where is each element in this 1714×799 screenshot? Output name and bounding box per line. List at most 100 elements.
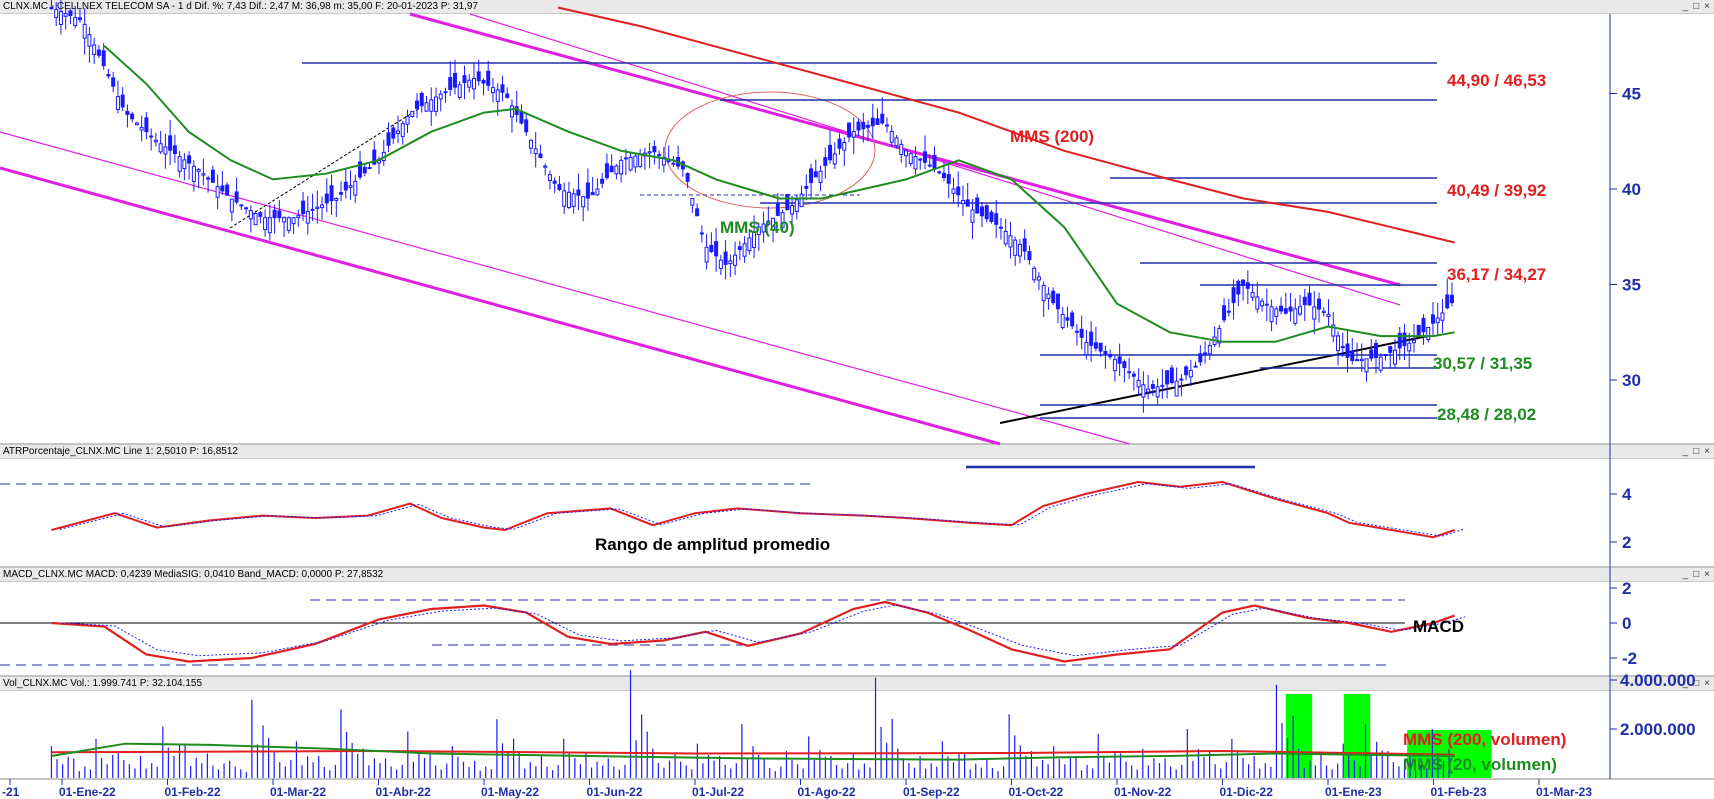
candle-body: [695, 208, 700, 217]
candle: [481, 78, 486, 96]
candle-body: [547, 174, 552, 182]
candle: [1435, 302, 1440, 336]
candle: [77, 9, 82, 23]
candle: [1449, 282, 1454, 307]
candle-body: [880, 113, 885, 124]
candle: [1070, 310, 1075, 330]
candle: [509, 99, 514, 133]
candle: [282, 216, 287, 238]
candle-body: [291, 217, 296, 225]
candle: [1122, 359, 1127, 383]
candle: [666, 145, 671, 164]
candle: [1036, 272, 1041, 291]
candle: [505, 87, 510, 99]
candle-body: [652, 145, 657, 153]
date-tick-label: 01-Sep-22: [903, 785, 960, 799]
candle-body: [1274, 308, 1279, 318]
date-tick-label: 01-Dic-22: [1220, 785, 1274, 799]
candle: [728, 254, 733, 278]
candle: [861, 112, 866, 143]
candle-body: [870, 117, 875, 127]
candle-body: [367, 167, 372, 170]
candle: [410, 110, 415, 118]
candle: [813, 159, 818, 178]
macd-tick-label: -2: [1622, 649, 1637, 668]
candle: [1174, 367, 1179, 397]
candle-body: [1222, 305, 1227, 321]
candle: [158, 130, 163, 155]
candle-body: [728, 260, 733, 265]
candle-body: [809, 168, 814, 184]
candle-body: [225, 184, 230, 196]
candle-body: [315, 206, 320, 209]
candle-body: [163, 146, 168, 155]
candle-body: [1089, 331, 1094, 346]
candle-body: [410, 110, 415, 118]
candle-body: [1445, 294, 1450, 309]
candle-body: [1112, 359, 1117, 372]
candle: [396, 115, 401, 144]
candle: [823, 147, 828, 179]
candle: [828, 130, 833, 164]
candle: [562, 182, 567, 215]
candle-body: [590, 192, 595, 196]
candle-body: [120, 94, 125, 108]
candle: [115, 80, 120, 114]
candle: [1388, 345, 1393, 368]
candle: [272, 204, 277, 234]
candle-body: [191, 165, 196, 182]
candle-body: [847, 122, 852, 138]
candle: [120, 87, 125, 111]
candle: [1374, 339, 1379, 374]
candle: [1430, 301, 1435, 336]
price-window-buttons[interactable]: _ □ ×: [1682, 1, 1710, 12]
candle-body: [595, 188, 600, 196]
candle: [149, 128, 154, 151]
candle: [1103, 345, 1108, 369]
candle-body: [1345, 343, 1350, 358]
level-label-1: 44,90 / 46,53: [1447, 71, 1546, 90]
candle-body: [1279, 305, 1284, 312]
candle-body: [623, 157, 628, 160]
candle: [680, 160, 685, 177]
atr-window-buttons[interactable]: _ □ ×: [1682, 446, 1710, 457]
candle: [348, 170, 353, 200]
candle-body: [671, 162, 676, 165]
candle-body: [609, 165, 614, 173]
candle-body: [1326, 313, 1331, 318]
candle: [1274, 306, 1279, 325]
candle-body: [552, 180, 557, 184]
candle-body: [1193, 365, 1198, 368]
candle: [1203, 341, 1208, 364]
axes: 30 35 40 45 2 4 -2 0 2 2.000.000 4.000.000 -21 01-En…: [2, 85, 1696, 799]
vol-window-buttons[interactable]: _ □ ×: [1682, 678, 1710, 689]
candle: [1359, 343, 1364, 372]
candle-body: [258, 212, 263, 217]
candle-body: [657, 154, 662, 157]
candle: [552, 177, 557, 194]
candle: [1402, 323, 1407, 361]
date-tick-label: 01-Nov-22: [1114, 785, 1172, 799]
candle-body: [92, 44, 97, 55]
candle-body: [1093, 342, 1098, 349]
candle-body: [1255, 296, 1260, 310]
candle-body: [647, 151, 652, 154]
dotted-trendline: [229, 107, 421, 229]
candle: [187, 151, 192, 180]
candle: [1222, 298, 1227, 323]
candle-body: [339, 192, 344, 195]
candle: [614, 163, 619, 180]
candle-body: [685, 173, 690, 182]
candle: [1345, 329, 1350, 373]
candle-body: [58, 11, 63, 25]
candle: [111, 71, 116, 93]
candle: [904, 148, 908, 168]
candle-body: [1430, 314, 1435, 324]
candle-body: [989, 211, 994, 222]
candle-body: [1127, 371, 1132, 374]
candle-body: [889, 130, 894, 143]
candle-body: [742, 243, 747, 257]
candle: [557, 176, 562, 192]
macd-window-buttons[interactable]: _ □ ×: [1682, 569, 1710, 580]
candle: [1150, 380, 1155, 396]
